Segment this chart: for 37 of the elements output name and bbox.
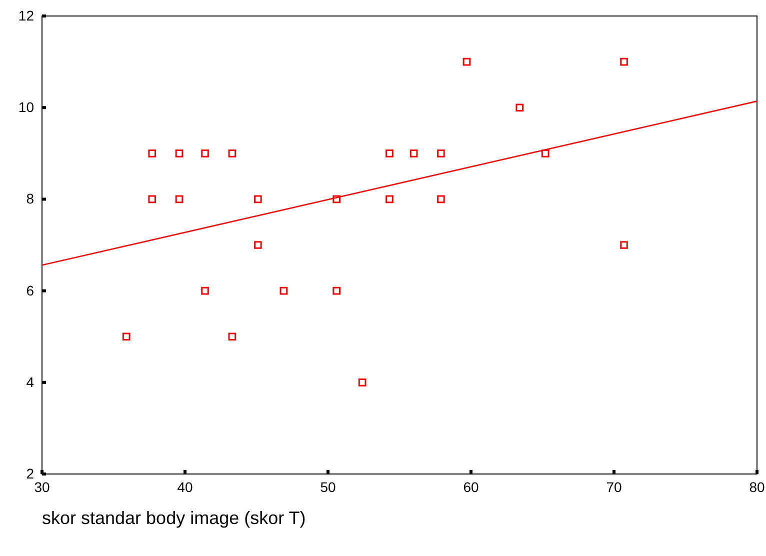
point [386,195,394,204]
y-tick-label: 8 [26,190,34,207]
point [332,286,340,295]
point [254,241,262,249]
y-tick-label: 2 [26,465,34,482]
point [358,378,366,386]
x-tick-label: 70 [606,478,622,495]
x-tick-label: 60 [463,478,479,495]
x-tick-label: 30 [34,478,50,495]
point [280,286,288,295]
point [386,149,394,158]
point [410,149,418,158]
y-tick-label: 10 [18,99,34,116]
point [148,195,156,204]
point [254,195,262,204]
point [175,149,184,158]
x-tick-label: 50 [320,478,336,495]
point [437,149,445,158]
point [541,149,550,158]
point [201,286,209,295]
point [122,332,130,341]
point [228,332,236,341]
y-tick-label: 6 [26,282,34,298]
point [437,195,445,204]
point [462,58,471,66]
point [516,104,524,112]
y-tick-label: 12 [18,7,34,24]
point [620,241,628,249]
x-tick-label: 40 [177,478,193,495]
x-tick-label: 80 [749,478,765,495]
point [201,149,209,158]
point [620,58,628,66]
y-tick-label: 4 [26,374,34,390]
point [148,149,156,158]
point [228,149,236,158]
x-axis-title: skor standar body image (skor T) [42,508,306,528]
point [175,195,184,204]
